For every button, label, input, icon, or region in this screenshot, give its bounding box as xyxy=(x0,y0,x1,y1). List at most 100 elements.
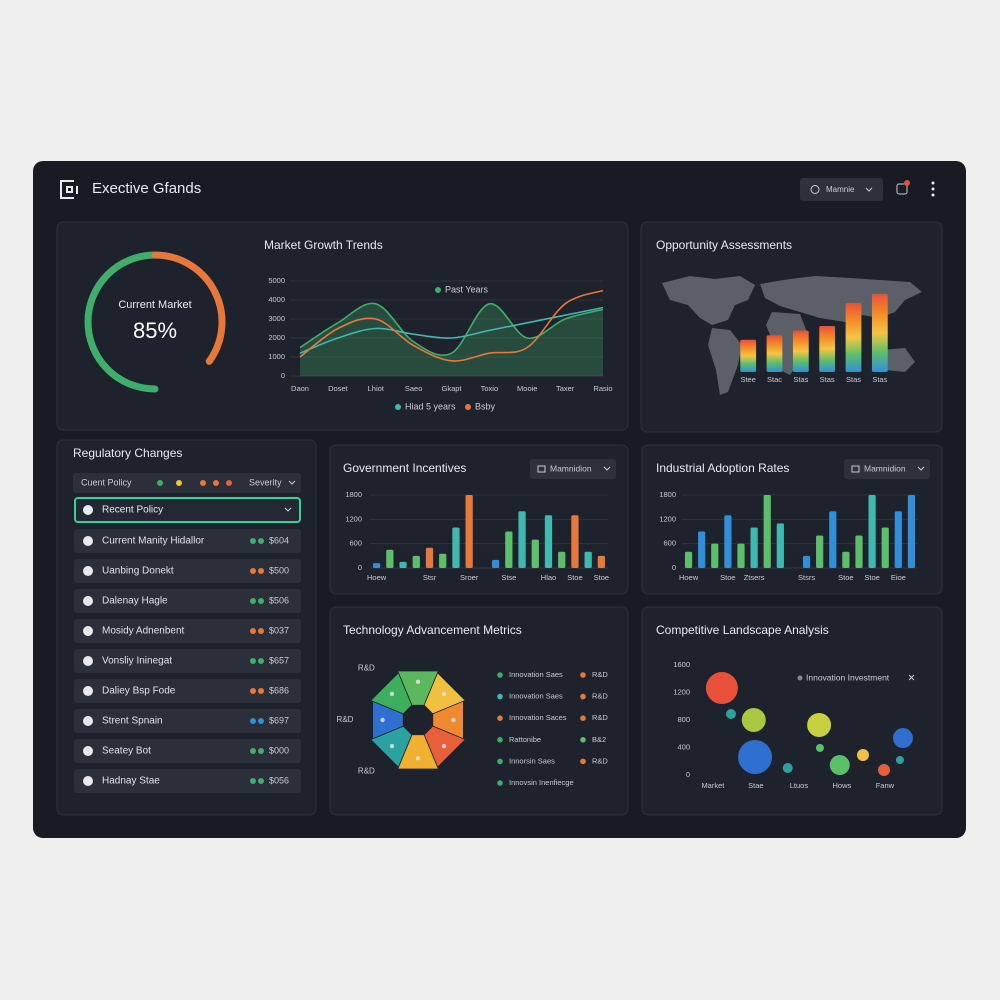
list-row[interactable] xyxy=(74,589,301,613)
bar xyxy=(465,495,473,568)
list-row[interactable] xyxy=(74,559,301,583)
dropdown-icon xyxy=(810,185,820,194)
radar-segment xyxy=(397,734,439,770)
legend-swatch xyxy=(497,758,503,765)
row-code: $500 xyxy=(269,565,289,575)
bar xyxy=(763,495,771,568)
bar xyxy=(544,515,553,568)
bar xyxy=(829,511,837,568)
legend-label: B&2 xyxy=(592,735,606,744)
status-dot xyxy=(250,598,256,604)
section-title: Regulatory Changes xyxy=(73,446,182,460)
bubble xyxy=(815,743,824,752)
bar xyxy=(558,551,566,568)
y-tick-label: 400 xyxy=(677,742,690,751)
bubble xyxy=(725,709,736,720)
filter-bar xyxy=(73,473,301,493)
chevron xyxy=(284,507,292,512)
list-row[interactable] xyxy=(74,619,301,643)
x-tick-label: Gkapt xyxy=(441,384,462,393)
bar xyxy=(452,527,460,568)
legend-swatch xyxy=(580,693,586,700)
y-tick-label: 1200 xyxy=(659,514,676,523)
legend-swatch xyxy=(797,675,803,681)
status-dot xyxy=(258,718,264,724)
axis-label: R&D xyxy=(358,663,375,672)
x-tick-label: Hoew xyxy=(367,573,387,582)
bar xyxy=(505,531,513,568)
x-tick-label: Stoe xyxy=(567,573,582,582)
gauge-value: 85% xyxy=(133,318,177,343)
x-tick-label: Eioe xyxy=(891,573,906,582)
status-dot xyxy=(258,568,264,574)
y-tick-label: 0 xyxy=(686,770,690,779)
list-row[interactable] xyxy=(74,769,301,793)
list-row[interactable] xyxy=(74,679,301,703)
bubble xyxy=(738,739,773,774)
y-tick-label: 0 xyxy=(672,563,676,572)
x-tick-label: Stee xyxy=(740,375,755,384)
legend-swatch xyxy=(465,404,471,410)
dropdown-icon xyxy=(851,465,860,473)
bar xyxy=(425,547,434,568)
status-dot xyxy=(258,688,264,694)
bar xyxy=(597,555,606,568)
status-dot xyxy=(258,598,264,604)
chevron xyxy=(603,466,611,471)
line xyxy=(299,289,604,362)
bar xyxy=(386,549,394,568)
legend-swatch xyxy=(580,737,586,743)
dropdown[interactable] xyxy=(844,459,930,479)
x-tick-label: Stse xyxy=(501,573,516,582)
legend-swatch xyxy=(497,737,503,743)
x-tick-label: Stas xyxy=(846,375,861,384)
menu-icon[interactable] xyxy=(931,181,935,197)
row-label: Hadnay Stae xyxy=(102,776,160,787)
filter-dot xyxy=(200,480,206,486)
bubble xyxy=(892,728,913,749)
filter-right: Severity xyxy=(249,477,282,487)
radar-point xyxy=(380,717,385,723)
list-row[interactable] xyxy=(74,529,301,553)
legend-label: Innovation Saces xyxy=(509,713,567,722)
legend-label: R&D xyxy=(592,713,608,722)
bubble xyxy=(829,755,850,776)
bar xyxy=(491,559,500,568)
x-tick-label: Stas xyxy=(820,375,835,384)
x-tick-label: Market xyxy=(701,781,725,790)
legend-label: R&D xyxy=(592,670,608,679)
list-row[interactable] xyxy=(74,739,301,763)
legend-label: Innovation Saes xyxy=(509,692,563,701)
axis-label: R&D xyxy=(337,715,354,724)
row-label: Uanbing Donekt xyxy=(102,566,174,577)
bar xyxy=(711,543,719,568)
dropdown[interactable] xyxy=(800,178,883,201)
x-tick-label: Stsr xyxy=(423,573,437,582)
legend-label: Innovsin Inenfiecge xyxy=(509,778,574,787)
bar xyxy=(372,563,381,568)
list-row[interactable] xyxy=(74,649,301,673)
axis-label: R&D xyxy=(358,767,375,776)
legend-swatch xyxy=(395,404,401,410)
legend-swatch xyxy=(497,693,503,700)
dropdown-label[interactable]: Mamnie xyxy=(826,185,855,194)
list-row[interactable] xyxy=(74,709,301,733)
x-tick-label: Toxio xyxy=(481,384,499,393)
y-tick-label: 2000 xyxy=(268,333,285,342)
y-tick-label: 3000 xyxy=(268,314,285,323)
legend-swatch xyxy=(497,780,503,786)
status-dot xyxy=(250,628,256,634)
selected-label: Recent Policy xyxy=(102,505,163,516)
row-icon xyxy=(83,716,93,726)
status-dot xyxy=(250,568,256,574)
dropdown[interactable] xyxy=(530,459,616,479)
y-tick-label: 1200 xyxy=(673,687,690,696)
x-tick-label: Doset xyxy=(328,384,349,393)
bubble xyxy=(807,713,832,738)
notification-icon[interactable] xyxy=(896,183,908,195)
status-dot xyxy=(258,538,264,544)
dropdown-label: Mamnidion xyxy=(864,463,906,473)
y-tick-label: 600 xyxy=(663,539,676,548)
status-dot xyxy=(250,748,256,754)
